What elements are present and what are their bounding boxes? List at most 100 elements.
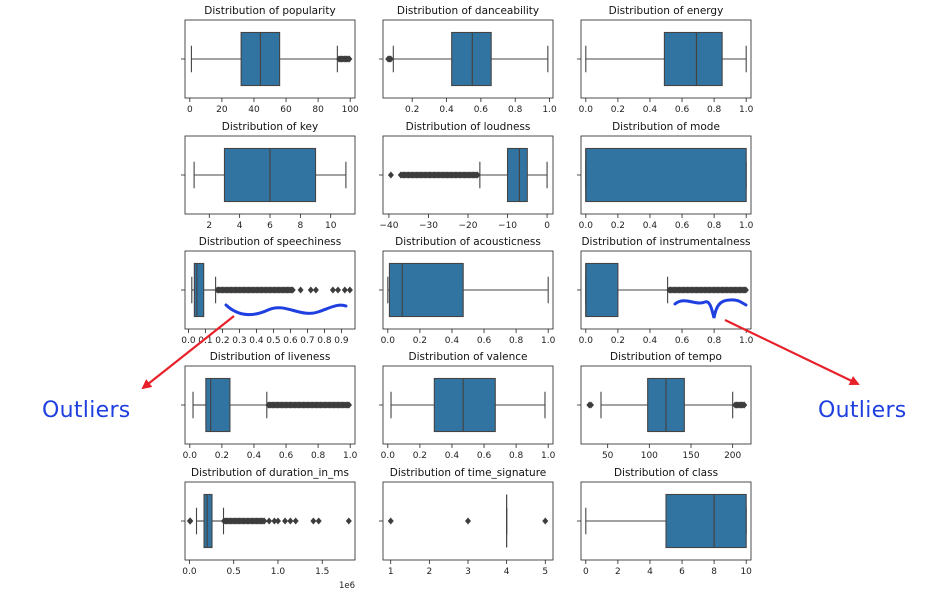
boxplot-6: Distribution of mode 0.0 0.2 0.4 0.6 0.8 1.0	[577, 121, 754, 231]
outlier-marker	[346, 286, 353, 294]
outlier-marker	[187, 517, 194, 525]
x-tick-label: 1.0	[541, 336, 556, 346]
outlier-marker	[266, 517, 273, 525]
arrow-right	[724, 319, 860, 386]
x-tick-label: 1.0	[541, 451, 556, 461]
x-tick-label: 0.2	[215, 451, 229, 461]
x-tick-label: 0.6	[474, 105, 489, 115]
x-tick-label: 0.4	[247, 451, 262, 461]
x-tick-label: 0.4	[643, 221, 658, 231]
boxplot-13: Distribution of duration_in_ms 0.0 0.5 1.0 1…	[181, 467, 356, 591]
x-tick-label: 0	[187, 105, 193, 115]
outlier-underline-instrumentalness	[673, 298, 748, 319]
x-tick-label: 0.8	[311, 451, 326, 461]
outlier-marker	[287, 517, 294, 525]
chart-title: Distribution of loudness	[406, 121, 531, 133]
x-tick-label: 20	[216, 105, 228, 115]
x-tick-label: 0.6	[675, 336, 690, 346]
x-tick-label: 0.6	[675, 105, 690, 115]
iqr-box	[663, 31, 723, 87]
x-tick-label: 5	[542, 567, 548, 577]
x-tick-label: 1.0	[739, 336, 754, 346]
x-tick-label: 100	[641, 451, 658, 461]
x-tick-label: 0.0	[579, 336, 594, 346]
boxplot-11: Distribution of valence 0.0 0.2 0.4 0.6 0.8 1.…	[379, 351, 556, 461]
outlier-marker	[282, 517, 289, 525]
boxplot-1: Distribution of popularity 0 20 40 60 80 100	[181, 5, 359, 115]
iqr-box	[388, 262, 464, 318]
outliers-label-right: Outliers	[818, 398, 907, 423]
outlier-marker	[297, 286, 304, 294]
x-tick-label: 150	[682, 451, 699, 461]
x-tick-label: 1.5	[315, 567, 329, 577]
x-tick-label: 0.2	[413, 336, 427, 346]
x-tick-label: 0.0	[182, 567, 197, 577]
x-tick-label: 0.4	[249, 336, 264, 346]
outlier-marker	[542, 517, 549, 525]
boxplot-12: Distribution of tempo 50 100 150 200	[577, 351, 752, 461]
chart-title: Distribution of speechiness	[199, 236, 342, 248]
x-tick-label: 0.5	[266, 336, 280, 346]
outlier-marker	[345, 401, 352, 409]
x-tick-label: 4	[237, 221, 243, 231]
x-tick-label: 0.0	[579, 221, 594, 231]
chart-title: Distribution of liveness	[210, 351, 331, 363]
arrow-left	[141, 315, 235, 390]
outlier-underline-speechiness	[224, 303, 348, 317]
x-tick-label: 0.4	[445, 336, 460, 346]
x-tick-label: 0.0	[183, 451, 198, 461]
x-tick-label: 1.0	[542, 105, 557, 115]
x-tick-label: 0.6	[279, 451, 294, 461]
outlier-marker	[329, 286, 336, 294]
x-tick-label: 0.4	[643, 105, 658, 115]
outlier-marker	[292, 517, 299, 525]
outlier-marker	[345, 517, 352, 525]
annotation-layer	[141, 298, 860, 390]
outlier-marker	[387, 55, 394, 63]
x-tick-label: 1.0	[739, 221, 754, 231]
iqr-box	[506, 147, 528, 203]
x-tick-label: 0.2	[611, 221, 625, 231]
x-tick-label: 0.6	[283, 336, 298, 346]
chart-title: Distribution of popularity	[204, 5, 335, 17]
x-tick-label: 0.0	[381, 451, 396, 461]
chart-title: Distribution of time_signature	[390, 467, 547, 479]
boxplot-14: Distribution of time_signature 1 2 3 4 5	[379, 467, 554, 577]
x-tick-label: 0.8	[707, 105, 722, 115]
iqr-box	[451, 31, 492, 87]
x-tick-label: 0.2	[215, 336, 229, 346]
iqr-box	[585, 262, 619, 318]
x-tick-label: 0.4	[445, 451, 460, 461]
boxplot-5: Distribution of loudness −40 −30 −20 −10 0	[379, 121, 554, 231]
outlier-marker	[474, 171, 481, 179]
x-tick-label: 200	[724, 451, 741, 461]
x-tick-label: 0.2	[611, 336, 625, 346]
iqr-box	[585, 147, 747, 203]
iqr-box	[193, 262, 205, 318]
x-tick-label: 6	[267, 221, 273, 231]
x-tick-label: 2	[426, 567, 432, 577]
chart-title: Distribution of acousticness	[395, 236, 541, 248]
outlier-marker	[271, 517, 278, 525]
x-tick-label: 10	[740, 567, 752, 577]
x-tick-label: 3	[465, 567, 471, 577]
x-tick-label: 0.6	[477, 336, 492, 346]
x-tick-label: 1	[388, 567, 394, 577]
outlier-marker	[341, 286, 348, 294]
chart-title: Distribution of tempo	[610, 351, 722, 363]
outlier-marker	[274, 517, 281, 525]
outlier-marker	[465, 517, 471, 525]
x-tick-label: 100	[342, 105, 359, 115]
iqr-box	[203, 493, 213, 549]
outlier-marker	[335, 286, 341, 294]
outlier-marker	[315, 517, 322, 525]
chart-title: Distribution of duration_in_ms	[191, 467, 349, 479]
iqr-box	[433, 377, 496, 433]
x-tick-label: 0.8	[508, 105, 523, 115]
chart-title: Distribution of instrumentalness	[581, 236, 750, 248]
outlier-marker	[346, 55, 353, 63]
x-tick-label: 0.0	[381, 336, 396, 346]
x-tick-label: 10	[325, 221, 337, 231]
